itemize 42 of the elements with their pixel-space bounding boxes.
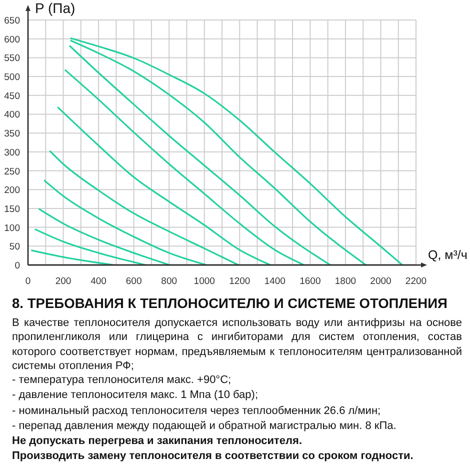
x-tick-label: 1600 (300, 276, 321, 287)
y-tick-label: 350 (4, 128, 20, 140)
x-tick-label: 0 (25, 276, 31, 287)
y-axis-title: P (Па) (35, 0, 76, 16)
text: - перепад давления между подающей и обратной магистралью мин. 8 кПа. (12, 418, 398, 434)
y-tick-label: 400 (4, 110, 20, 121)
text: - номинальный расход теплоносителя через теплообменник 26.6 л/мин; (12, 404, 382, 419)
x-tick-label: 2200 (405, 276, 427, 287)
x-tick-label: 400 (90, 276, 106, 287)
line-series (34, 228, 146, 265)
text: 8. ТРЕБОВАНИЯ К ТЕПЛОНОСИТЕЛЮ И СИСТЕМЕ ОТОПЛЕНИЯ (12, 295, 448, 313)
y-tick-label: 450 (4, 90, 20, 102)
y-tick-label: 100 (4, 222, 20, 234)
x-tick-label: 200 (55, 276, 72, 287)
x-tick-label: 800 (161, 276, 178, 287)
text: - давление теплоносителя макс. 1 Мпа (10 бар); (12, 388, 260, 404)
x-tick-label: 1000 (194, 276, 215, 287)
x-tick-label: 1400 (264, 276, 286, 287)
x-tick-label: 2000 (370, 276, 392, 287)
line-series (64, 68, 305, 265)
line-series (56, 106, 272, 265)
y-tick-label: 600 (4, 34, 20, 46)
y-tick-label: 250 (4, 166, 20, 178)
y-tick-label: 50 (9, 242, 20, 253)
line-series (38, 208, 170, 265)
x-tick-label: 1800 (334, 276, 356, 287)
y-tick-label: 0 (14, 260, 20, 272)
text: - температура теплоносителя макс. +90°C; (12, 373, 232, 388)
text: Производить замену теплоносителя в соответствии со сроком годности. (12, 449, 414, 464)
y-tick-label: 150 (4, 204, 20, 215)
line-series (43, 179, 208, 265)
text: В качестве теплоносителя допускается использовать воду или антифризы на основе пропиленгликоля или глицерина с ингибиторами для систем отопления, состав которого соответствует нормам, предъявляемым к теплоносителям централизованной системы отопления РФ; (12, 316, 462, 374)
x-tick-label: 1200 (229, 276, 250, 287)
y-tick-label: 300 (4, 147, 20, 158)
y-tick-label: 500 (4, 72, 20, 84)
x-axis-title: Q, м³/ч (428, 248, 468, 263)
y-tick-label: 200 (4, 185, 20, 196)
y-tick-label: 550 (4, 53, 20, 64)
text: Не допускать перегрева и закипания теплоносителя. (12, 434, 304, 449)
x-tick-label: 600 (126, 276, 142, 287)
line-series (48, 150, 240, 265)
y-tick-label: 650 (4, 16, 20, 26)
